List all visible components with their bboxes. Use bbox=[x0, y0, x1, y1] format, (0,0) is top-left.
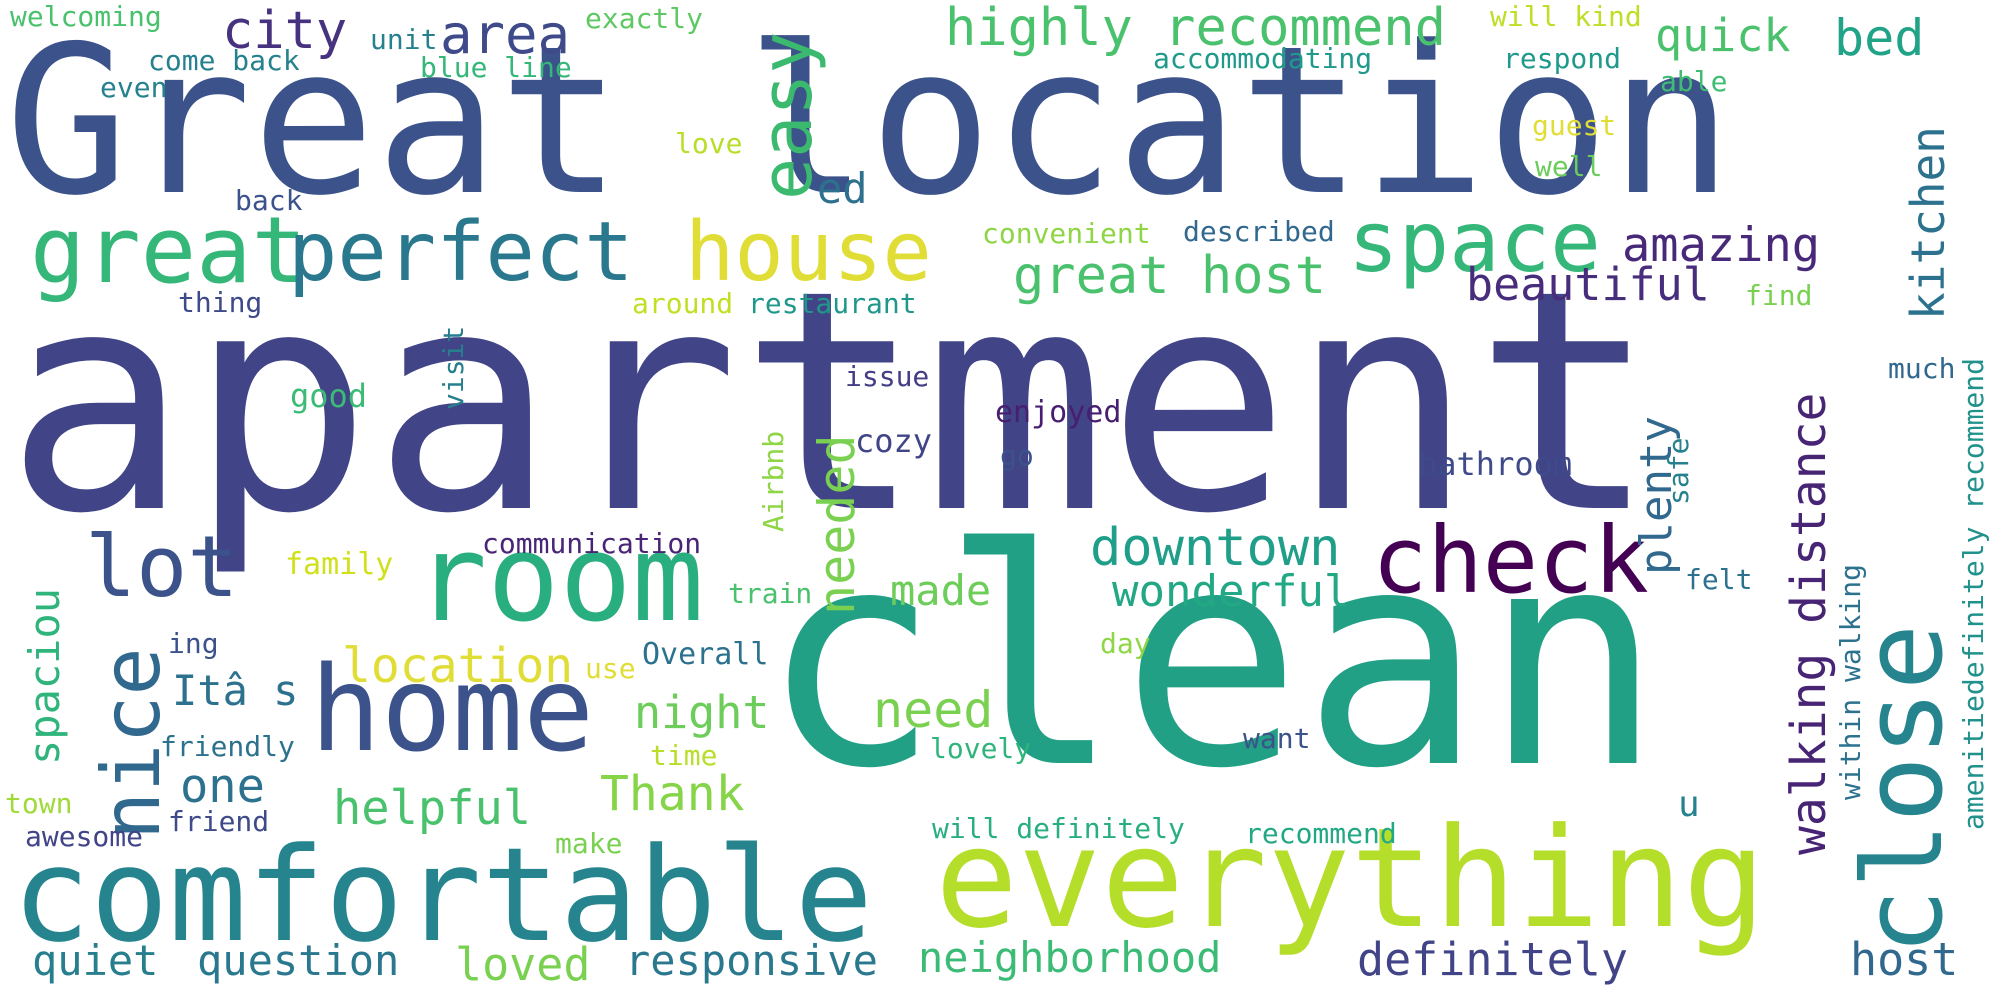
word-made: made bbox=[890, 566, 992, 615]
word-location: location bbox=[342, 638, 574, 694]
word-go: go bbox=[1000, 439, 1034, 472]
word-city: city bbox=[222, 1, 348, 61]
word-night: night bbox=[634, 686, 770, 739]
word-will-definitely: will definitely bbox=[932, 812, 1185, 845]
word-comfortable: comfortable bbox=[12, 819, 873, 971]
word-great-location: Great location bbox=[5, 3, 1733, 241]
word-walking-distance: walking distance bbox=[1781, 392, 1837, 855]
word-loved: loved bbox=[455, 938, 591, 991]
word-blue-line: blue line bbox=[420, 51, 572, 84]
word-described: described bbox=[1183, 215, 1335, 248]
word-safe: safe bbox=[1662, 437, 1695, 505]
word-definitely: definitely bbox=[1357, 933, 1628, 986]
word-helpful: helpful bbox=[333, 781, 532, 836]
word-visit: visit bbox=[437, 325, 470, 410]
word-needed: needed bbox=[808, 434, 866, 615]
word-space: space bbox=[1348, 193, 1601, 291]
word-beautiful: beautiful bbox=[1466, 258, 1710, 311]
word-use: use bbox=[585, 652, 636, 685]
word-find: find bbox=[1745, 279, 1813, 312]
word-make: make bbox=[555, 827, 623, 860]
word-its: Itâ s bbox=[172, 666, 299, 715]
word-home: home bbox=[310, 640, 595, 778]
word-everything: everything bbox=[935, 798, 1766, 959]
word-quick: quick bbox=[1655, 9, 1791, 62]
word-recommend: recommend bbox=[1245, 817, 1397, 850]
word-friendly: friendly bbox=[160, 730, 295, 763]
word-need: need bbox=[873, 681, 994, 739]
word-come-back: come back bbox=[148, 44, 300, 77]
word-much: much bbox=[1888, 352, 1956, 385]
word-lot: lot bbox=[85, 518, 239, 617]
word-u: u bbox=[1678, 784, 1700, 825]
word-great-host: great host bbox=[1013, 246, 1327, 306]
word-cozy: cozy bbox=[855, 422, 933, 460]
word-want: want bbox=[1243, 722, 1311, 755]
word-good: good bbox=[290, 377, 368, 415]
word-responsive: responsive bbox=[625, 936, 878, 985]
word-overall: Overall bbox=[642, 637, 769, 672]
word-day: day bbox=[1100, 627, 1151, 660]
word-even: even bbox=[100, 71, 168, 104]
word-enjoyed: enjoyed bbox=[995, 395, 1122, 430]
word-house: house bbox=[685, 205, 932, 300]
word-kitchen: kitchen bbox=[1901, 126, 1955, 320]
word-host: host bbox=[1850, 933, 1959, 986]
word-issue: issue bbox=[845, 360, 930, 393]
word-downtown: downtown bbox=[1090, 518, 1341, 578]
word-thing: thing bbox=[178, 286, 263, 319]
word-question: question bbox=[197, 936, 400, 985]
word-thank: Thank bbox=[600, 766, 745, 822]
word-amazing: amazing bbox=[1622, 218, 1821, 273]
word-will-kind: will kind bbox=[1490, 0, 1642, 33]
word-felt: felt bbox=[1685, 563, 1753, 596]
word-unit: unit bbox=[370, 23, 438, 56]
word-airbnb: Airbnb bbox=[757, 430, 790, 532]
word-ed: ed bbox=[817, 164, 868, 213]
word-room: room bbox=[415, 510, 704, 649]
word-ing: ing bbox=[168, 627, 219, 660]
word-easy: easy bbox=[746, 31, 828, 200]
word-great: great bbox=[30, 197, 307, 304]
word-welcoming: welcoming bbox=[10, 0, 162, 33]
word-apartment: apartment bbox=[5, 225, 1658, 580]
word-within-walking: within walking bbox=[1834, 563, 1867, 800]
word-highly-recommend: highly recommend bbox=[945, 0, 1446, 58]
word-able: able bbox=[1660, 65, 1728, 98]
word-clean: clean bbox=[760, 485, 1664, 834]
word-town: town bbox=[5, 787, 73, 820]
word-family: family bbox=[285, 547, 394, 582]
word-love: love bbox=[675, 127, 743, 160]
word-guest: guest bbox=[1532, 109, 1617, 142]
word-wonderful: wonderful bbox=[1112, 566, 1351, 617]
word-exactly: exactly bbox=[585, 2, 704, 35]
word-perfect: perfect bbox=[288, 205, 634, 300]
word-respond: respond bbox=[1503, 42, 1622, 75]
word-convenient: convenient bbox=[982, 217, 1151, 250]
word-accommodating: accommodating bbox=[1153, 42, 1373, 75]
word-around: around bbox=[632, 287, 734, 320]
word-bathroom: bathroom bbox=[1418, 445, 1573, 483]
word-quiet: quiet bbox=[32, 936, 159, 985]
word-area: area bbox=[440, 3, 571, 66]
word-time: time bbox=[650, 739, 718, 772]
word-spaciou: spaciou bbox=[20, 587, 69, 765]
word-restaurant: restaurant bbox=[748, 287, 917, 320]
word-one: one bbox=[180, 759, 265, 814]
word-bed: bed bbox=[1834, 9, 1925, 67]
word-check: check bbox=[1372, 507, 1649, 614]
word-lovely: lovely bbox=[930, 732, 1032, 765]
word-definitely-recommend: amenitiedefinitely recommend bbox=[1957, 357, 1990, 830]
word-communication: communication bbox=[482, 527, 702, 560]
word-back: back bbox=[235, 184, 303, 217]
word-well: well bbox=[1535, 150, 1603, 183]
word-friend: friend bbox=[168, 805, 270, 838]
word-awesome: awesome bbox=[25, 820, 144, 853]
word-train: train bbox=[728, 577, 813, 610]
word-neighborhood: neighborhood bbox=[918, 933, 1222, 982]
